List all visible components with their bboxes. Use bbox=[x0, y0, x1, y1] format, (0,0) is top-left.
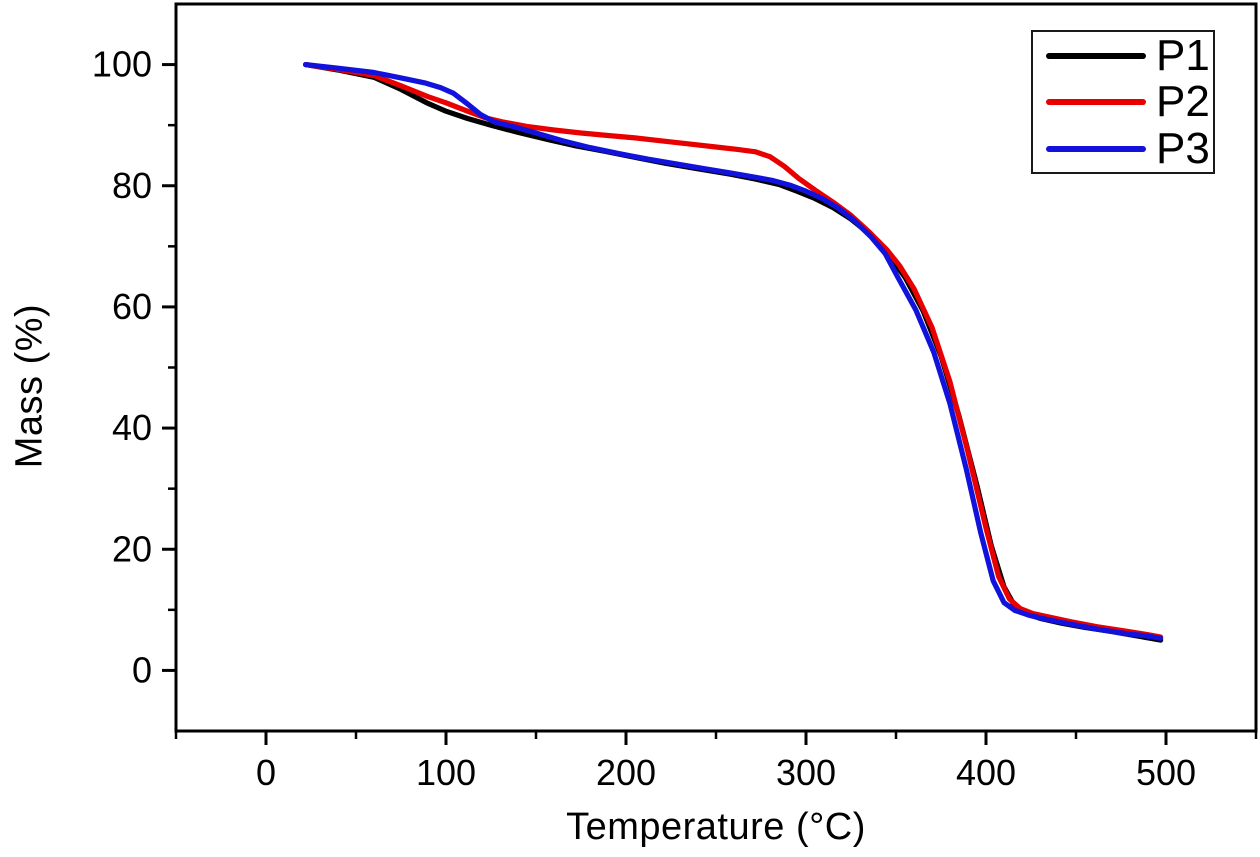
legend-line-p2-icon bbox=[1046, 99, 1146, 105]
x-tick-label: 300 bbox=[776, 752, 836, 793]
legend-label-p1: P1 bbox=[1156, 30, 1210, 80]
data-curves bbox=[303, 61, 1164, 643]
y-tick-label: 20 bbox=[112, 528, 152, 569]
y-tick-label: 60 bbox=[112, 286, 152, 327]
y-tick-label: 80 bbox=[112, 165, 152, 206]
legend-entry-p2: P2 bbox=[1033, 79, 1213, 125]
x-tick-label: 400 bbox=[956, 752, 1016, 793]
axis-ticks bbox=[162, 63, 1258, 745]
y-axis-title: Mass (%) bbox=[8, 303, 51, 469]
legend-line-p1-icon bbox=[1046, 52, 1146, 59]
axis-tick-labels: 0 100 200 300 400 500 0 20 40 60 80 100 bbox=[92, 44, 1196, 793]
legend-box: P1 P2 P3 bbox=[1031, 30, 1215, 174]
legend-entry-p3: P3 bbox=[1033, 126, 1213, 172]
x-tick-label: 200 bbox=[596, 752, 656, 793]
x-tick-label: 500 bbox=[1136, 752, 1196, 793]
x-axis-title: Temperature (°C) bbox=[566, 806, 866, 848]
legend-label-p3: P3 bbox=[1156, 123, 1210, 173]
curve-p3 bbox=[303, 61, 1164, 641]
legend-entry-p1: P1 bbox=[1033, 33, 1213, 79]
y-tick-label: 100 bbox=[92, 44, 152, 85]
legend-line-p3-icon bbox=[1046, 145, 1146, 152]
x-tick-label: 100 bbox=[416, 752, 476, 793]
x-tick-label: 0 bbox=[256, 752, 276, 793]
y-tick-label: 0 bbox=[132, 649, 152, 690]
legend-label-p2: P2 bbox=[1156, 77, 1210, 126]
y-tick-label: 40 bbox=[112, 407, 152, 448]
